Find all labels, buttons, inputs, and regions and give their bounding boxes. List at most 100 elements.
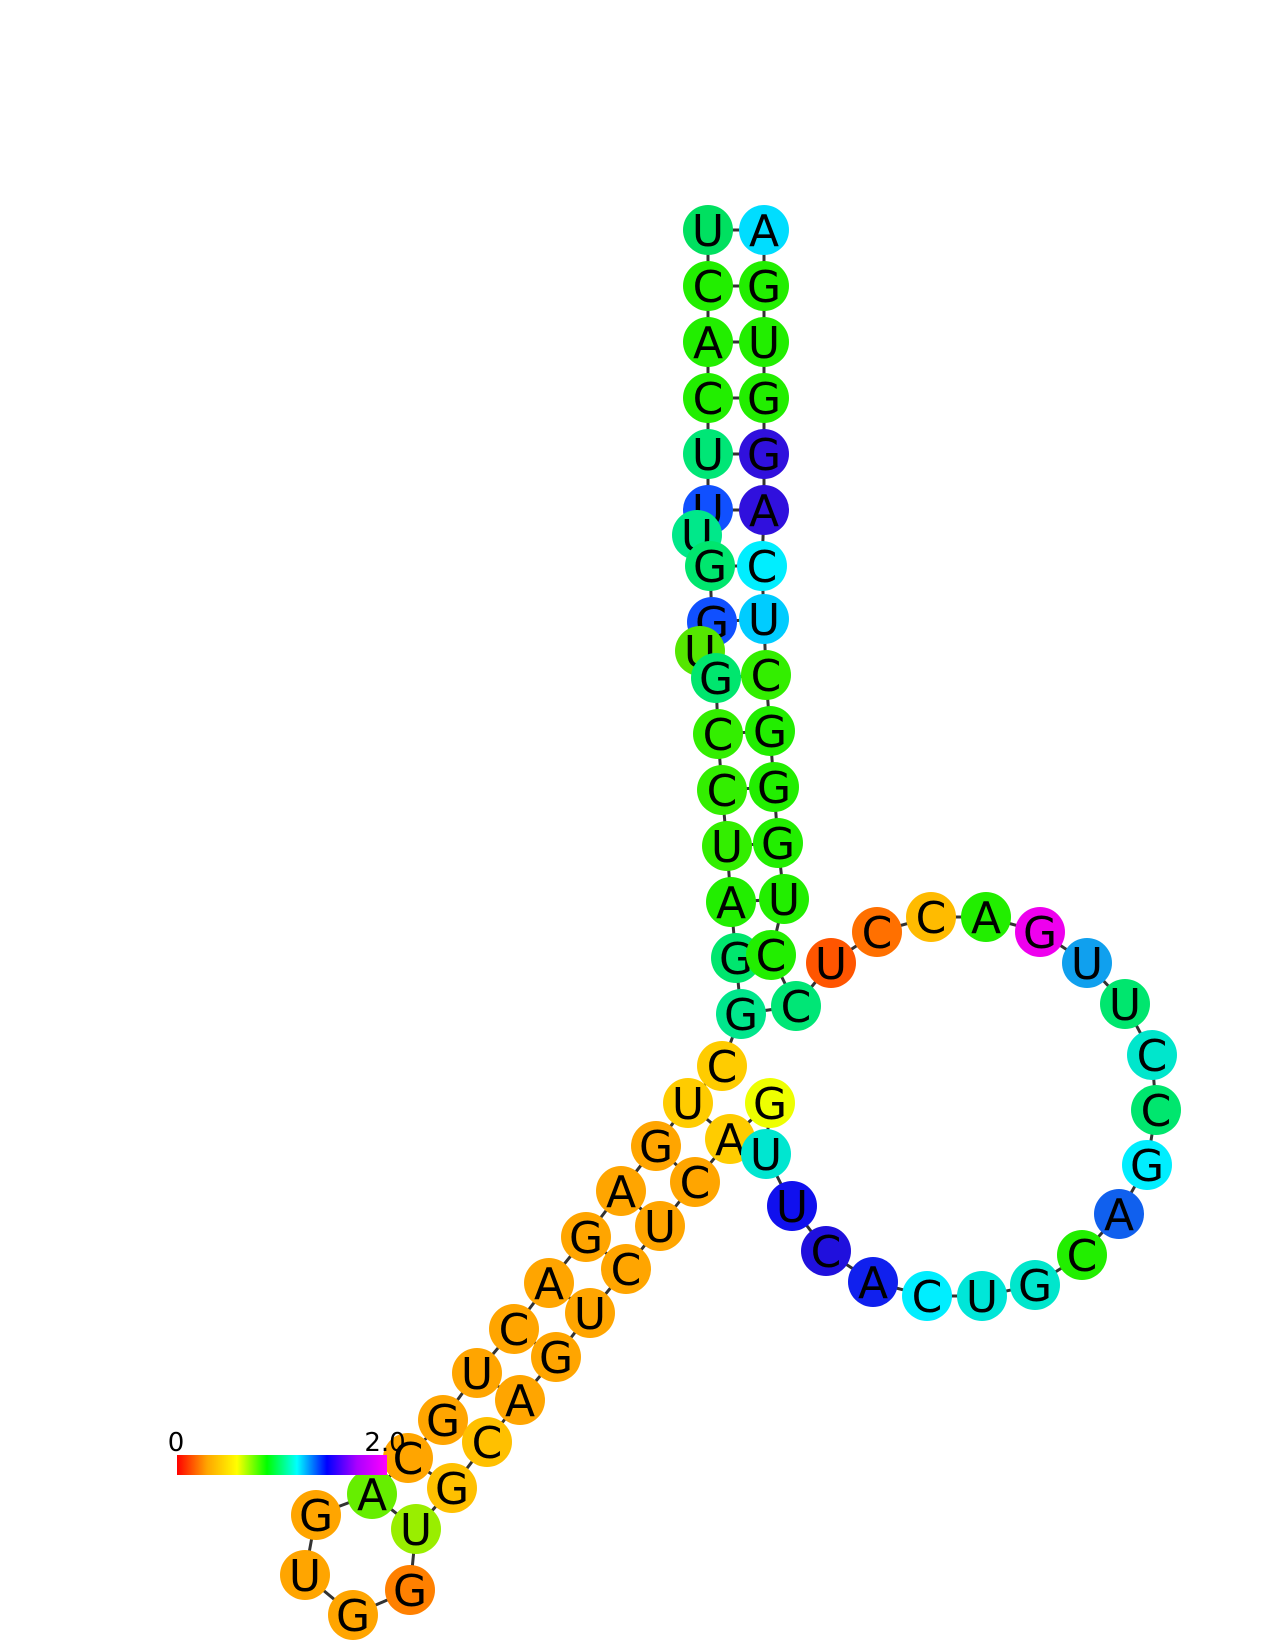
nucleotide-circle	[1122, 1140, 1172, 1190]
nucleotide-circle	[767, 1181, 817, 1231]
nucleotide-40: U	[635, 1201, 685, 1253]
nucleotide-circle	[452, 1348, 502, 1398]
nucleotide-base-label: G	[393, 1566, 427, 1617]
nucleotide-base-label: U	[672, 1079, 704, 1130]
nucleotide-base-label: C	[1067, 1231, 1098, 1282]
nucleotide-circle	[691, 653, 741, 703]
nucleotide-circle	[716, 989, 766, 1039]
nucleotide-3: A	[683, 317, 733, 369]
nucleotide-72: A	[739, 485, 789, 537]
nucleotide-base-label: A	[716, 878, 746, 929]
nucleotide-base-label: G	[299, 1491, 333, 1542]
nucleotide-circle	[670, 1157, 720, 1207]
nucleotide-base-label: G	[757, 763, 791, 814]
nucleotide-46: C	[801, 1226, 851, 1278]
nucleotide-28: A	[347, 1469, 397, 1521]
nucleotide-circle	[848, 1257, 898, 1307]
nucleotide-67: G	[749, 762, 799, 814]
nucleotide-21: A	[596, 1166, 646, 1218]
nucleotide-circle	[1100, 979, 1150, 1029]
nucleotide-7: U	[672, 510, 722, 562]
nucleotide-base-label: A	[1104, 1190, 1134, 1241]
nucleotide-44: U	[741, 1129, 791, 1181]
nucleotide-base-label: A	[971, 893, 1001, 944]
nucleotide-circle	[683, 373, 733, 423]
nucleotide-59: A	[961, 892, 1011, 944]
nucleotide-30: U	[280, 1550, 330, 1602]
nucleotide-base-label: C	[751, 651, 782, 702]
nucleotide-5: U	[683, 429, 733, 481]
nucleotide-base-label: C	[811, 1227, 842, 1278]
nucleotide-circle	[427, 1463, 477, 1513]
nucleotide-base-label: U	[776, 1182, 808, 1233]
nucleotide-base-label: C	[756, 931, 787, 982]
nucleotide-circle	[683, 429, 733, 479]
nucleotide-base-label: U	[1109, 980, 1141, 1031]
nucleotide-circle	[745, 706, 795, 756]
nucleotide-base-label: U	[966, 1272, 998, 1323]
nucleotide-circle	[902, 1271, 952, 1321]
nucleotide-circle	[749, 762, 799, 812]
nucleotide-base-label: C	[680, 1158, 711, 1209]
nucleotide-50: G	[1010, 1260, 1060, 1312]
nucleotide-base-label: A	[749, 486, 779, 537]
nucleotide-circle	[806, 938, 856, 988]
nucleotide-base-label: U	[692, 430, 724, 481]
nucleotide-20: G	[631, 1121, 681, 1173]
nucleotide-base-label: U	[644, 1202, 676, 1253]
nucleotide-circle	[1062, 938, 1112, 988]
nucleotide-base-label: A	[693, 318, 723, 369]
nucleotide-73: G	[739, 429, 789, 481]
nucleotide-base-label: G	[569, 1213, 603, 1264]
nucleotide-base-label: U	[289, 1551, 321, 1602]
nucleotide-55: C	[1127, 1030, 1177, 1082]
nucleotide-circle	[906, 892, 956, 942]
nucleotide-base-label: G	[747, 262, 781, 313]
nucleotide-base-label: G	[747, 430, 781, 481]
nucleotide-base-label: C	[1141, 1086, 1172, 1137]
nucleotide-circle	[1015, 907, 1065, 957]
nucleotide-circle	[635, 1201, 685, 1251]
nucleotide-circle	[745, 1078, 795, 1128]
nucleotide-18: C	[697, 1041, 747, 1093]
nucleotide-circle	[663, 1078, 713, 1128]
nucleotide-circle	[328, 1590, 378, 1640]
nucleotide-circle	[531, 1332, 581, 1382]
nucleotide-15: A	[706, 877, 756, 929]
nucleotide-63: C	[771, 981, 821, 1033]
nucleotide-70: U	[739, 594, 789, 646]
nucleotide-68: G	[745, 706, 795, 758]
nucleotide-71: C	[737, 541, 787, 593]
nucleotide-base-label: G	[753, 707, 787, 758]
nucleotide-circle	[495, 1375, 545, 1425]
nucleotide-circle	[697, 765, 747, 815]
nucleotide-base-label: C	[912, 1272, 943, 1323]
nucleotide-base-label: G	[336, 1591, 370, 1642]
nucleotide-base-label: G	[1130, 1141, 1164, 1192]
nucleotide-circle	[753, 818, 803, 868]
nucleotide-base-label: C	[499, 1305, 530, 1356]
nucleotide-circle	[601, 1244, 651, 1294]
nucleotide-circle	[697, 1041, 747, 1091]
nucleotide-circle	[683, 261, 733, 311]
nucleotide-base-label: U	[748, 318, 780, 369]
nucleotide-circle	[561, 1212, 611, 1262]
nucleotide-8: G	[685, 541, 735, 593]
nucleotide-76: G	[739, 261, 789, 313]
nucleotide-circle	[741, 650, 791, 700]
nucleotide-66: G	[753, 818, 803, 870]
nucleotide-base-label: G	[426, 1396, 460, 1447]
nucleotide-36: A	[495, 1375, 545, 1427]
nucleotide-circle	[683, 317, 733, 367]
nucleotide-base-label: A	[534, 1259, 564, 1310]
nucleotide-circle	[739, 205, 789, 255]
nucleotide-14: U	[702, 821, 752, 873]
nucleotide-base-label: G	[753, 1079, 787, 1130]
nucleotide-17: G	[716, 989, 766, 1041]
nucleotide-circle	[801, 1226, 851, 1276]
nucleotide-56: U	[1100, 979, 1150, 1031]
nucleotide-circle	[631, 1121, 681, 1171]
nucleotide-57: U	[1062, 938, 1112, 990]
nucleotide-37: G	[531, 1332, 581, 1384]
